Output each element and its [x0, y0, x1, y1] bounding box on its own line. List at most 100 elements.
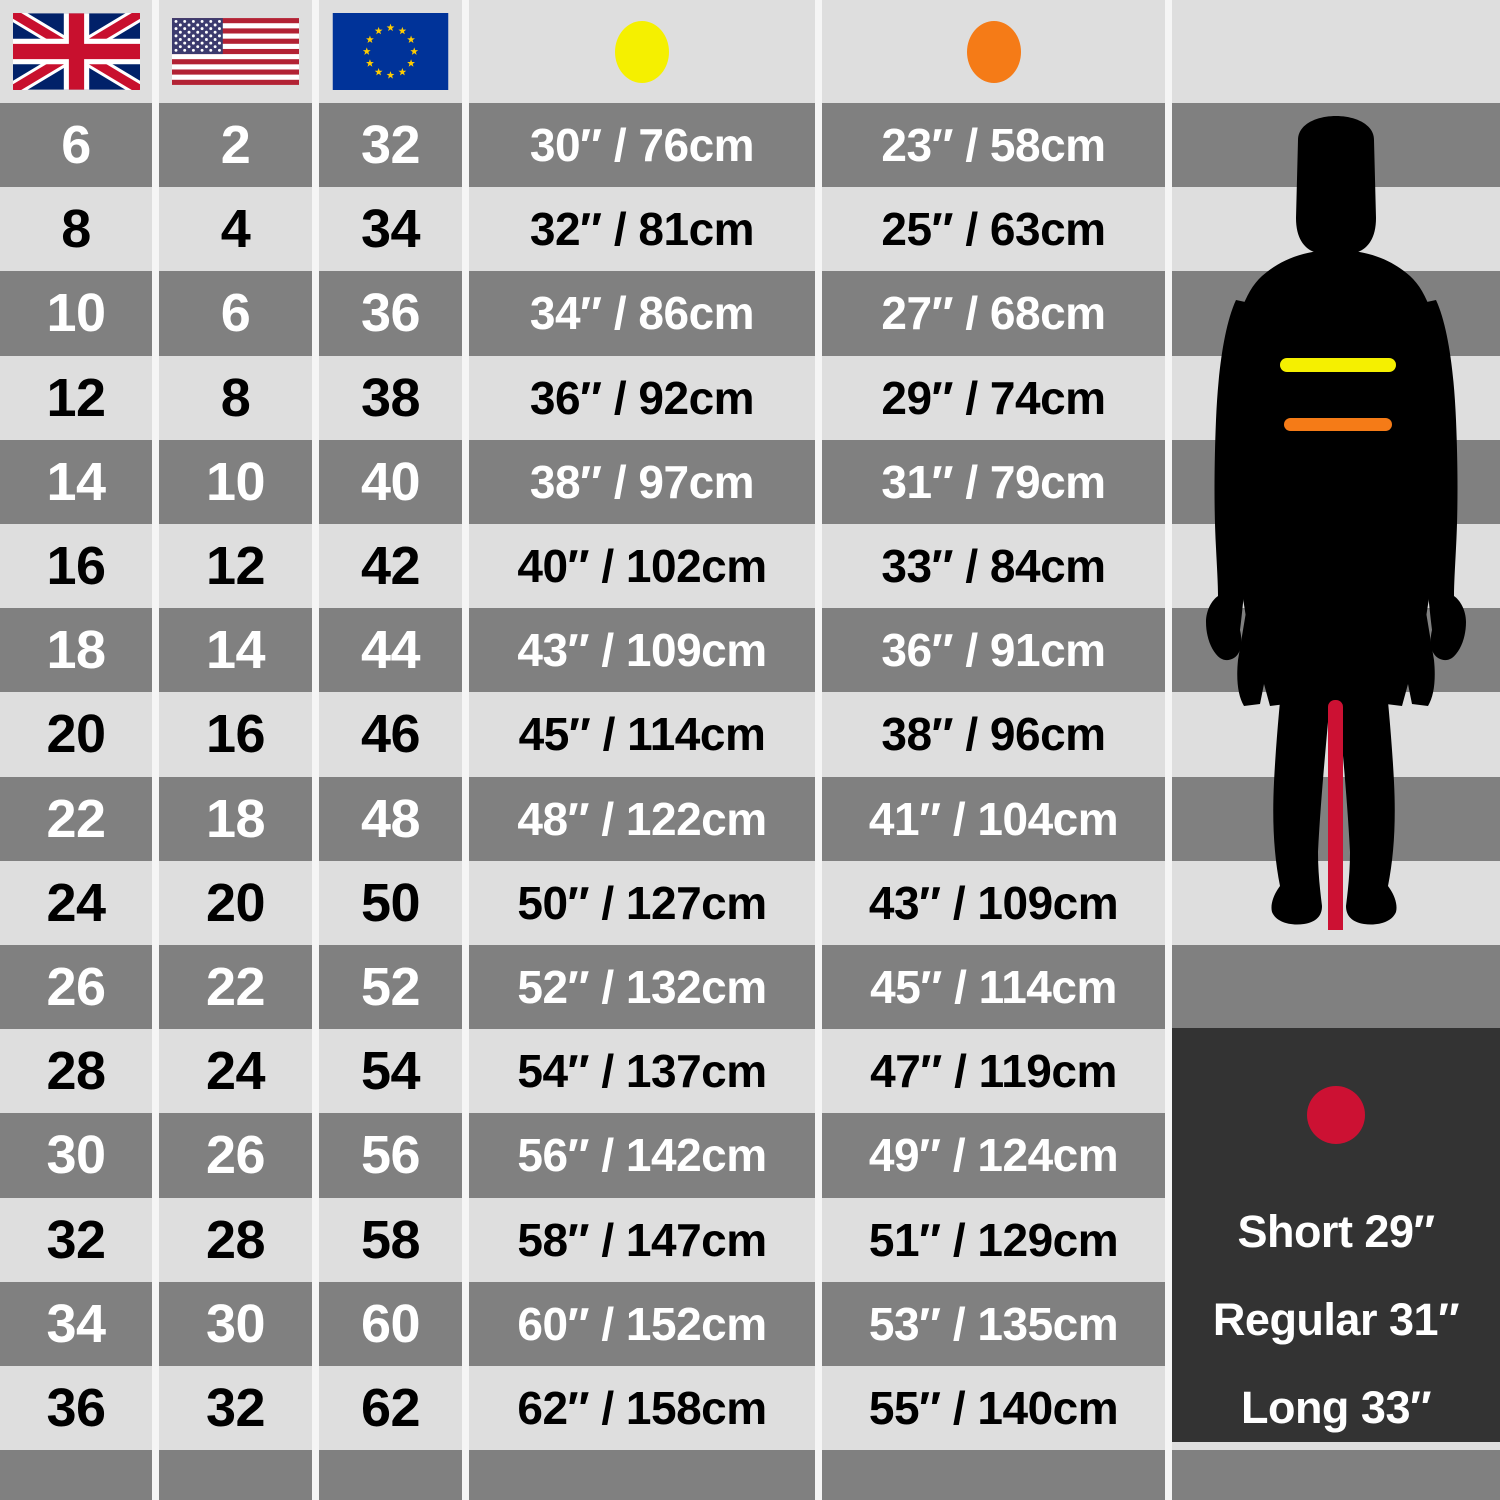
- eu-flag-icon: [327, 13, 454, 90]
- cell-bust: 50″ / 127cm: [517, 876, 767, 929]
- cell-bust: 48″ / 122cm: [517, 792, 767, 845]
- cell-us: 14: [205, 620, 266, 681]
- header-uk: [0, 0, 152, 103]
- table-row: 22 18 48 48″ / 122cm 41″ / 104cm: [0, 777, 1500, 861]
- cell-waist: 43″ / 109cm: [868, 876, 1119, 929]
- table-row: 32 28 58 58″ / 147cm 51″ / 129cm: [0, 1198, 1500, 1282]
- cell-eu: 32: [360, 115, 421, 176]
- column-divider-3: [462, 0, 469, 1500]
- cell-waist: 53″ / 135cm: [868, 1297, 1119, 1350]
- table-row: 16 12 42 40″ / 102cm 33″ / 84cm: [0, 524, 1500, 608]
- cell-bust: 32″ / 81cm: [529, 203, 755, 256]
- cell-eu: 50: [360, 872, 421, 933]
- cell-us: 32: [205, 1378, 266, 1439]
- header-waist: [822, 0, 1165, 103]
- stripe-row: [0, 692, 1500, 777]
- cell-bust: 52″ / 132cm: [517, 961, 767, 1014]
- cell-eu: 56: [360, 1125, 421, 1186]
- cell-eu: 54: [360, 1041, 421, 1102]
- table-row: 34 30 60 60″ / 152cm 53″ / 135cm: [0, 1282, 1500, 1366]
- cell-waist: 31″ / 79cm: [881, 455, 1106, 508]
- stripe-row: [0, 860, 1500, 945]
- cell-eu: 40: [360, 451, 421, 512]
- cell-bust: 62″ / 158cm: [517, 1382, 767, 1435]
- cell-waist: 41″ / 104cm: [868, 792, 1119, 845]
- cell-us: 20: [205, 872, 266, 933]
- cell-eu: 60: [360, 1293, 421, 1354]
- cell-us: 16: [205, 704, 266, 765]
- table-row: 28 24 54 54″ / 137cm 47″ / 119cm: [0, 1029, 1500, 1113]
- cell-eu: 58: [360, 1209, 421, 1270]
- cell-eu: 52: [360, 957, 421, 1018]
- cell-bust: 56″ / 142cm: [517, 1129, 767, 1182]
- cell-eu: 44: [360, 620, 421, 681]
- cell-us: 26: [205, 1125, 266, 1186]
- inseam-short-label: Short 29″: [1237, 1206, 1435, 1257]
- cell-uk: 14: [46, 451, 106, 512]
- cell-uk: 22: [46, 788, 106, 849]
- waist-band: [1284, 418, 1392, 431]
- female-silhouette: [1206, 116, 1466, 930]
- cell-bust: 40″ / 102cm: [517, 540, 767, 593]
- column-divider-2: [312, 0, 319, 1500]
- cell-eu: 48: [360, 788, 421, 849]
- inseam-legend-panel: Short 29″ Regular 31″ Long 33″: [1172, 1028, 1500, 1442]
- bust-band: [1280, 358, 1396, 372]
- figure-panel: [1172, 0, 1500, 1500]
- cell-uk: 28: [46, 1041, 106, 1102]
- cell-waist: 47″ / 119cm: [870, 1045, 1117, 1098]
- column-divider-1: [152, 0, 159, 1500]
- table-row: 24 20 50 50″ / 127cm 43″ / 109cm: [0, 861, 1500, 945]
- cell-uk: 12: [46, 367, 106, 428]
- column-divider-5: [1165, 0, 1172, 1500]
- header-bust: [469, 0, 815, 103]
- inseam-regular-label: Regular 31″: [1212, 1294, 1460, 1345]
- cell-waist: 23″ / 58cm: [881, 119, 1106, 172]
- red-dot-icon: [1307, 1086, 1365, 1144]
- table-row: 12 8 38 36″ / 92cm 29″ / 74cm: [0, 356, 1500, 440]
- stripe-row: [0, 945, 1500, 1030]
- stripe-row: [0, 187, 1500, 272]
- cell-bust: 58″ / 147cm: [517, 1213, 767, 1266]
- inseam-long-label: Long 33″: [1240, 1382, 1432, 1433]
- cell-bust: 60″ / 152cm: [517, 1297, 767, 1350]
- table-row: 26 22 52 52″ / 132cm 45″ / 114cm: [0, 945, 1500, 1029]
- cell-uk: 26: [46, 957, 106, 1018]
- cell-waist: 36″ / 91cm: [881, 624, 1106, 677]
- cell-us: 10: [205, 451, 266, 512]
- cell-us: 12: [205, 536, 266, 597]
- cell-uk: 32: [46, 1209, 106, 1270]
- table-row: 14 10 40 38″ / 97cm 31″ / 79cm: [0, 440, 1500, 524]
- cell-waist: 55″ / 140cm: [868, 1382, 1119, 1435]
- cell-uk: 10: [46, 283, 106, 344]
- header-eu: [319, 0, 462, 103]
- cell-us: 4: [220, 199, 251, 260]
- cell-uk: 30: [46, 1125, 106, 1186]
- cell-bust: 34″ / 86cm: [529, 287, 755, 340]
- header-us: [159, 0, 312, 103]
- cell-waist: 25″ / 63cm: [881, 203, 1106, 256]
- cell-uk: 34: [46, 1293, 106, 1354]
- cell-bust: 30″ / 76cm: [529, 119, 755, 172]
- cell-eu: 34: [360, 199, 421, 260]
- cell-eu: 42: [360, 536, 421, 597]
- table-row: 8 4 34 32″ / 81cm 25″ / 63cm: [0, 187, 1500, 271]
- table-row: 10 6 36 34″ / 86cm 27″ / 68cm: [0, 271, 1500, 355]
- cell-uk: 6: [61, 115, 91, 176]
- yellow-dot-icon: [615, 20, 669, 83]
- cell-bust: 54″ / 137cm: [517, 1045, 767, 1098]
- cell-us: 22: [205, 957, 266, 1018]
- cell-uk: 24: [46, 872, 106, 933]
- cell-bust: 45″ / 114cm: [518, 708, 766, 761]
- cell-eu: 38: [360, 367, 421, 428]
- table-row: 18 14 44 43″ / 109cm 36″ / 91cm: [0, 608, 1500, 692]
- table-row: 30 26 56 56″ / 142cm 49″ / 124cm: [0, 1113, 1500, 1197]
- table-row: 6 2 32 30″ / 76cm 23″ / 58cm: [0, 103, 1500, 187]
- orange-dot-icon: [966, 20, 1021, 83]
- cell-uk: 18: [46, 620, 106, 681]
- cell-uk: 20: [46, 704, 106, 765]
- stripe-row: [0, 103, 1500, 188]
- table-row: 20 16 46 45″ / 114cm 38″ / 96cm: [0, 692, 1500, 776]
- cell-uk: 36: [46, 1378, 106, 1439]
